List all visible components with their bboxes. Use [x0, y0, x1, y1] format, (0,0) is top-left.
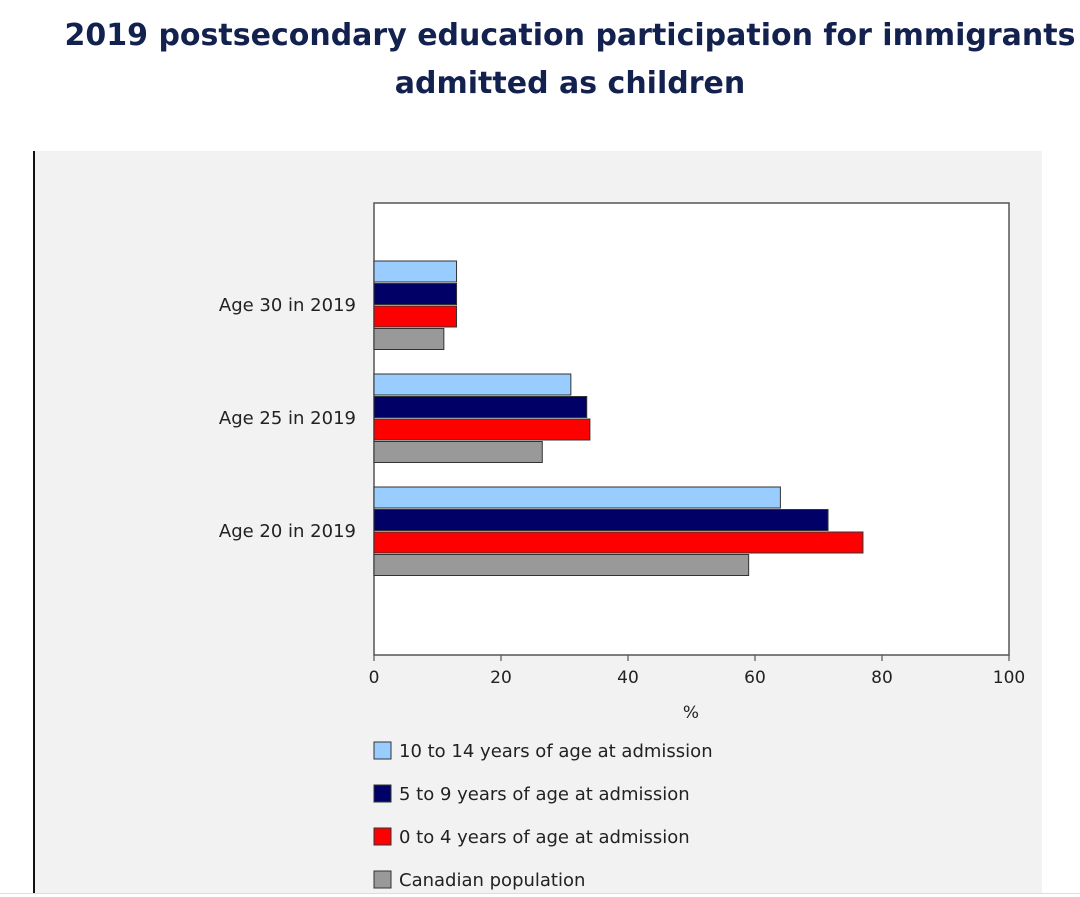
x-tick-label-2: 40 — [617, 668, 639, 688]
bar-2-3 — [373, 554, 750, 576]
legend-label-2: 0 to 4 years of age at admission — [399, 827, 690, 848]
legend-swatch-2 — [373, 827, 392, 846]
legend: 10 to 14 years of age at admission 5 to 9… — [373, 741, 713, 891]
legend-label-3: Canadian population — [399, 870, 585, 891]
x-tick-label-5: 100 — [993, 668, 1025, 688]
legend-label-0: 10 to 14 years of age at admission — [399, 741, 713, 762]
bar-2-1 — [373, 509, 829, 531]
legend-swatch-0 — [373, 741, 392, 760]
bar-2-2 — [373, 531, 864, 554]
bars-group — [373, 260, 864, 576]
x-axis-ticks: 0 20 40 60 80 100 — [369, 655, 1025, 688]
category-label-1: Age 25 in 2019 — [219, 408, 356, 429]
bar-0-3 — [373, 328, 445, 350]
bar-0-2 — [373, 305, 458, 328]
category-label-0: Age 30 in 2019 — [219, 295, 356, 316]
legend-swatch-1 — [373, 784, 392, 803]
bottom-divider — [0, 893, 1080, 894]
category-label-2: Age 20 in 2019 — [219, 521, 356, 542]
bar-1-1 — [373, 396, 588, 418]
bar-1-2 — [373, 418, 591, 441]
x-tick-label-0: 0 — [369, 668, 380, 688]
bar-1-3 — [373, 441, 543, 463]
bar-0-0 — [373, 260, 458, 283]
bar-1-0 — [373, 373, 572, 396]
bar-0-1 — [373, 283, 458, 305]
x-tick-label-1: 20 — [490, 668, 512, 688]
category-labels: Age 30 in 2019 Age 25 in 2019 Age 20 in 20… — [219, 295, 356, 542]
legend-label-1: 5 to 9 years of age at admission — [399, 784, 690, 805]
x-tick-label-4: 80 — [871, 668, 893, 688]
legend-swatch-3 — [373, 870, 392, 889]
page-title: 2019 postsecondary education participati… — [64, 18, 1076, 101]
bar-2-0 — [373, 486, 781, 509]
x-tick-label-3: 60 — [744, 668, 766, 688]
x-axis-label: % — [683, 703, 699, 723]
